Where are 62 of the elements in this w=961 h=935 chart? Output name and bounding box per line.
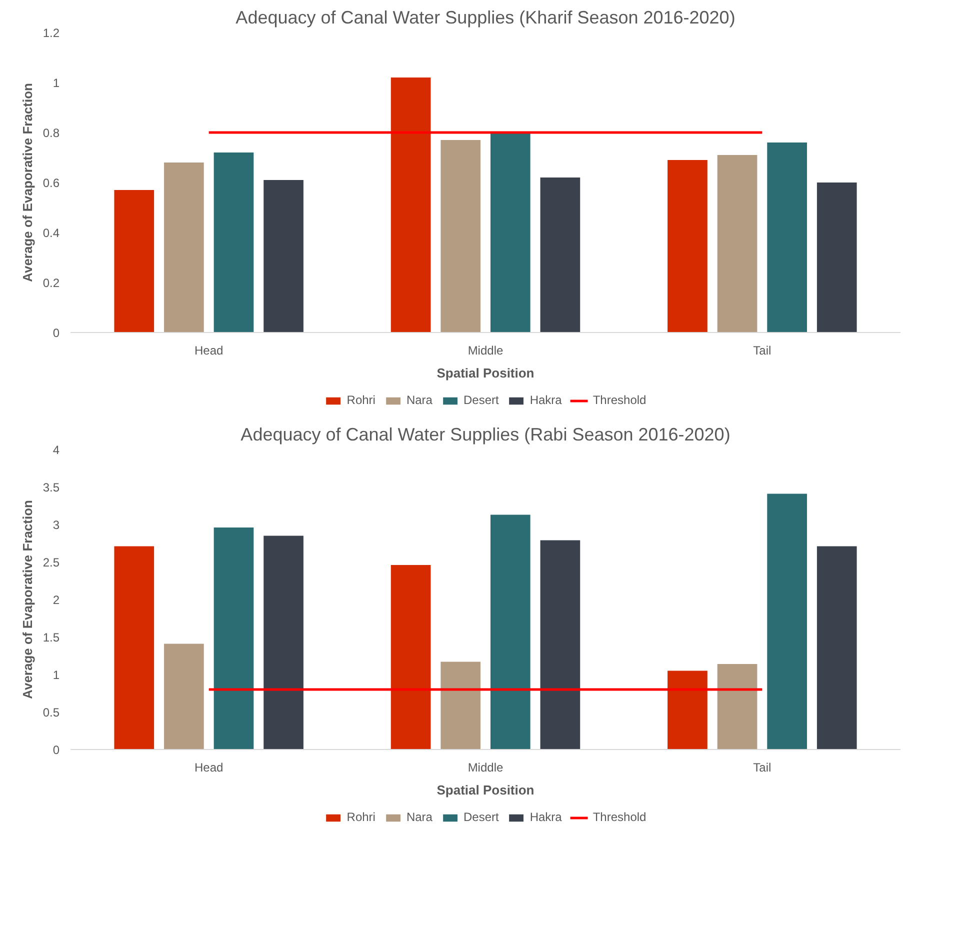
y-tick-label: 3.5 xyxy=(42,480,60,494)
x-tick-label: Middle xyxy=(468,760,504,774)
x-axis-title: Spatial Position xyxy=(436,366,534,380)
chart-title: Adequacy of Canal Water Supplies (Rabi Season 2016-2020) xyxy=(240,424,730,444)
y-tick-label: 0.2 xyxy=(42,276,60,290)
bar xyxy=(717,664,758,750)
bar xyxy=(668,670,708,750)
y-tick-label: 4 xyxy=(52,443,60,457)
y-tick-label: 3 xyxy=(52,518,60,532)
legend-label: Threshold xyxy=(592,810,646,824)
legend-label: Desert xyxy=(463,393,499,407)
legend-label: Nara xyxy=(406,393,432,407)
x-tick-label: Tail xyxy=(753,344,772,358)
bar xyxy=(214,528,254,750)
bar xyxy=(114,190,154,332)
y-tick-label: 2.5 xyxy=(42,556,60,570)
bar xyxy=(540,178,580,332)
chart-title: Adequacy of Canal Water Supplies (Kharif Season 2016-2020) xyxy=(236,8,736,28)
legend-label: Desert xyxy=(463,810,499,824)
y-tick-label: 1 xyxy=(52,668,60,682)
y-axis-title: Average of Evaporative Fraction xyxy=(20,500,35,699)
bar xyxy=(767,494,807,750)
bar xyxy=(668,160,708,332)
y-tick-label: 1 xyxy=(52,76,60,90)
legend-label: Hakra xyxy=(530,393,562,407)
bar xyxy=(264,180,304,332)
legend-label: Rohri xyxy=(346,393,376,407)
y-tick-label: 0 xyxy=(52,326,60,340)
bar xyxy=(114,546,154,750)
y-tick-label: 0.6 xyxy=(42,176,60,190)
legend-label: Rohri xyxy=(346,810,376,824)
y-tick-label: 0.8 xyxy=(42,126,60,140)
legend-label: Nara xyxy=(406,810,432,824)
y-tick-label: 0.5 xyxy=(42,706,60,720)
y-tick-label: 0 xyxy=(52,743,60,757)
y-axis-title: Average of Evaporative Fraction xyxy=(20,82,35,282)
y-tick-label: 1.2 xyxy=(42,26,60,40)
bar xyxy=(214,152,254,332)
bar xyxy=(440,662,481,750)
x-tick-label: Head xyxy=(194,344,224,358)
bar xyxy=(490,132,530,332)
x-tick-label: Tail xyxy=(753,760,772,774)
x-tick-label: Head xyxy=(194,760,224,774)
bar xyxy=(816,546,857,750)
bar xyxy=(816,182,857,332)
x-tick-label: Middle xyxy=(468,344,504,358)
bar xyxy=(540,540,580,750)
x-axis-title: Spatial Position xyxy=(436,782,534,798)
y-tick-label: 2 xyxy=(52,593,60,607)
bar xyxy=(164,644,204,750)
bar xyxy=(390,565,431,750)
bar xyxy=(767,142,807,332)
y-tick-label: 1.5 xyxy=(42,630,60,644)
bar xyxy=(490,514,530,750)
bar xyxy=(390,78,431,332)
legend-label: Hakra xyxy=(530,810,562,824)
bar xyxy=(164,162,204,332)
bar xyxy=(440,140,481,332)
y-tick-label: 0.4 xyxy=(42,226,60,240)
bar xyxy=(717,155,758,332)
bar xyxy=(264,536,304,750)
legend-label: Threshold xyxy=(592,393,646,407)
